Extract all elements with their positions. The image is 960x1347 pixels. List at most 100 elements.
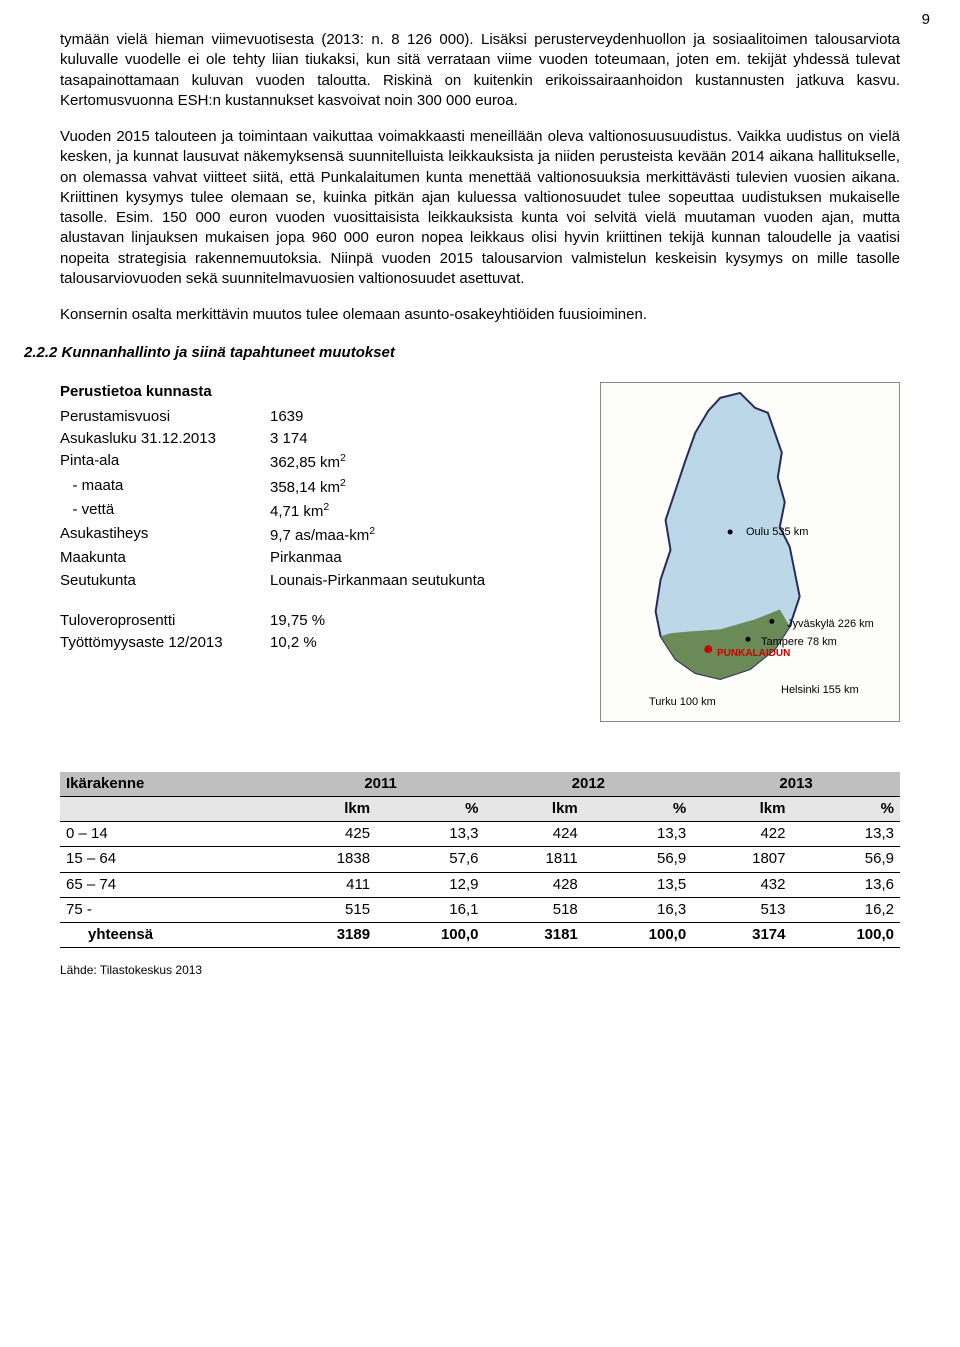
section-heading: 2.2.2 Kunnanhallinto ja siinä tapahtunee… — [24, 343, 900, 363]
value-cell: 1838 — [277, 847, 376, 872]
facts-block: Perustietoa kunnasta Perustamisvuosi1639… — [60, 382, 580, 655]
value-cell: 16,2 — [792, 897, 901, 922]
facts-label: Työttömyysaste 12/2013 — [60, 632, 270, 654]
facts-row: Perustamisvuosi1639 — [60, 406, 580, 428]
table-row: 65 – 7441112,942813,543213,6 — [60, 872, 900, 897]
facts-value: Lounais-Pirkanmaan seutukunta — [270, 570, 485, 592]
age-structure-table: Ikärakenne 2011 2012 2013 lkm % lkm % lk… — [60, 772, 900, 949]
value-cell: 16,1 — [376, 897, 484, 922]
facts-value: 9,7 as/maa-km2 — [270, 523, 375, 547]
facts-heading: Perustietoa kunnasta — [60, 382, 580, 402]
facts-label: Pinta-ala — [60, 450, 270, 474]
value-cell: 518 — [484, 897, 583, 922]
value-cell: 425 — [277, 822, 376, 847]
value-cell: 13,3 — [584, 822, 692, 847]
facts-value: 10,2 % — [270, 632, 317, 654]
facts-label: - maata — [60, 475, 270, 499]
map-container: Oulu 535 km Jyväskylä 226 km Tampere 78 … — [600, 382, 900, 722]
map-label-oulu: Oulu 535 km — [746, 525, 808, 540]
total-value-cell: 100,0 — [376, 923, 484, 948]
total-value-cell: 100,0 — [584, 923, 692, 948]
table-year-2: 2012 — [484, 772, 692, 797]
total-value-cell: 3189 — [277, 923, 376, 948]
table-header-row: Ikärakenne 2011 2012 2013 — [60, 772, 900, 797]
jyvaskyla-dot-icon — [769, 618, 774, 623]
facts-label: Seutukunta — [60, 570, 270, 592]
map-label-turku: Turku 100 km — [649, 695, 716, 710]
value-cell: 12,9 — [376, 872, 484, 897]
value-cell: 13,5 — [584, 872, 692, 897]
value-cell: 515 — [277, 897, 376, 922]
facts-value: 1639 — [270, 406, 303, 428]
value-cell: 424 — [484, 822, 583, 847]
punkalaidun-marker-icon — [704, 645, 712, 653]
source-note: Lähde: Tilastokeskus 2013 — [60, 962, 900, 978]
value-cell: 1807 — [692, 847, 791, 872]
value-cell: 411 — [277, 872, 376, 897]
facts-row: MaakuntaPirkanmaa — [60, 547, 580, 569]
facts-value: 19,75 % — [270, 610, 325, 632]
value-cell: 16,3 — [584, 897, 692, 922]
oulu-dot-icon — [728, 529, 733, 534]
table-year-1: 2011 — [277, 772, 485, 797]
facts-row: Työttömyysaste 12/201310,2 % — [60, 632, 580, 654]
map-svg — [601, 383, 899, 721]
sub-lkm-3: lkm — [692, 796, 791, 821]
age-range-cell: 65 – 74 — [60, 872, 277, 897]
facts-label: - vettä — [60, 499, 270, 523]
facts-label: Perustamisvuosi — [60, 406, 270, 428]
facts-value: 3 174 — [270, 428, 308, 450]
facts-row: Tuloveroprosentti19,75 % — [60, 610, 580, 632]
sub-pct-1: % — [376, 796, 484, 821]
age-range-cell: 75 - — [60, 897, 277, 922]
facts-label: Tuloveroprosentti — [60, 610, 270, 632]
total-value-cell: 100,0 — [792, 923, 901, 948]
value-cell: 432 — [692, 872, 791, 897]
facts-value: 4,71 km2 — [270, 499, 329, 523]
facts-row: Pinta-ala362,85 km2 — [60, 450, 580, 474]
value-cell: 56,9 — [792, 847, 901, 872]
value-cell: 1811 — [484, 847, 583, 872]
value-cell: 56,9 — [584, 847, 692, 872]
sub-lkm-1: lkm — [277, 796, 376, 821]
age-range-cell: 15 – 64 — [60, 847, 277, 872]
facts-label: Asukasluku 31.12.2013 — [60, 428, 270, 450]
facts-value: Pirkanmaa — [270, 547, 342, 569]
value-cell: 422 — [692, 822, 791, 847]
total-label-cell: yhteensä — [60, 923, 277, 948]
sub-lkm-2: lkm — [484, 796, 583, 821]
table-row: 75 -51516,151816,351316,2 — [60, 897, 900, 922]
sub-pct-2: % — [584, 796, 692, 821]
total-value-cell: 3174 — [692, 923, 791, 948]
value-cell: 13,3 — [792, 822, 901, 847]
map-label-helsinki: Helsinki 155 km — [781, 683, 859, 698]
table-year-3: 2013 — [692, 772, 900, 797]
facts-value: 362,85 km2 — [270, 450, 346, 474]
tampere-dot-icon — [746, 636, 751, 641]
value-cell: 13,6 — [792, 872, 901, 897]
body-paragraph-3: Konsernin osalta merkittävin muutos tule… — [60, 305, 900, 325]
value-cell: 57,6 — [376, 847, 484, 872]
map-label-punkalaidun: PUNKALAIDUN — [717, 647, 790, 661]
page-number: 9 — [922, 10, 930, 30]
table-subheader-row: lkm % lkm % lkm % — [60, 796, 900, 821]
facts-row: Asukasluku 31.12.20133 174 — [60, 428, 580, 450]
finland-map: Oulu 535 km Jyväskylä 226 km Tampere 78 … — [600, 382, 900, 722]
age-range-cell: 0 – 14 — [60, 822, 277, 847]
facts-row: - vettä4,71 km2 — [60, 499, 580, 523]
facts-row: Asukastiheys9,7 as/maa-km2 — [60, 523, 580, 547]
table-total-row: yhteensä3189100,03181100,03174100,0 — [60, 923, 900, 948]
facts-label: Asukastiheys — [60, 523, 270, 547]
total-value-cell: 3181 — [484, 923, 583, 948]
table-row: 0 – 1442513,342413,342213,3 — [60, 822, 900, 847]
value-cell: 13,3 — [376, 822, 484, 847]
sub-pct-3: % — [792, 796, 901, 821]
facts-label: Maakunta — [60, 547, 270, 569]
body-paragraph-1: tymään vielä hieman viimevuotisesta (201… — [60, 30, 900, 111]
value-cell: 513 — [692, 897, 791, 922]
table-header-main: Ikärakenne — [60, 772, 277, 797]
facts-row: SeutukuntaLounais-Pirkanmaan seutukunta — [60, 570, 580, 592]
body-paragraph-2: Vuoden 2015 talouteen ja toimintaan vaik… — [60, 127, 900, 289]
table-row: 15 – 64183857,6181156,9180756,9 — [60, 847, 900, 872]
facts-value: 358,14 km2 — [270, 475, 346, 499]
